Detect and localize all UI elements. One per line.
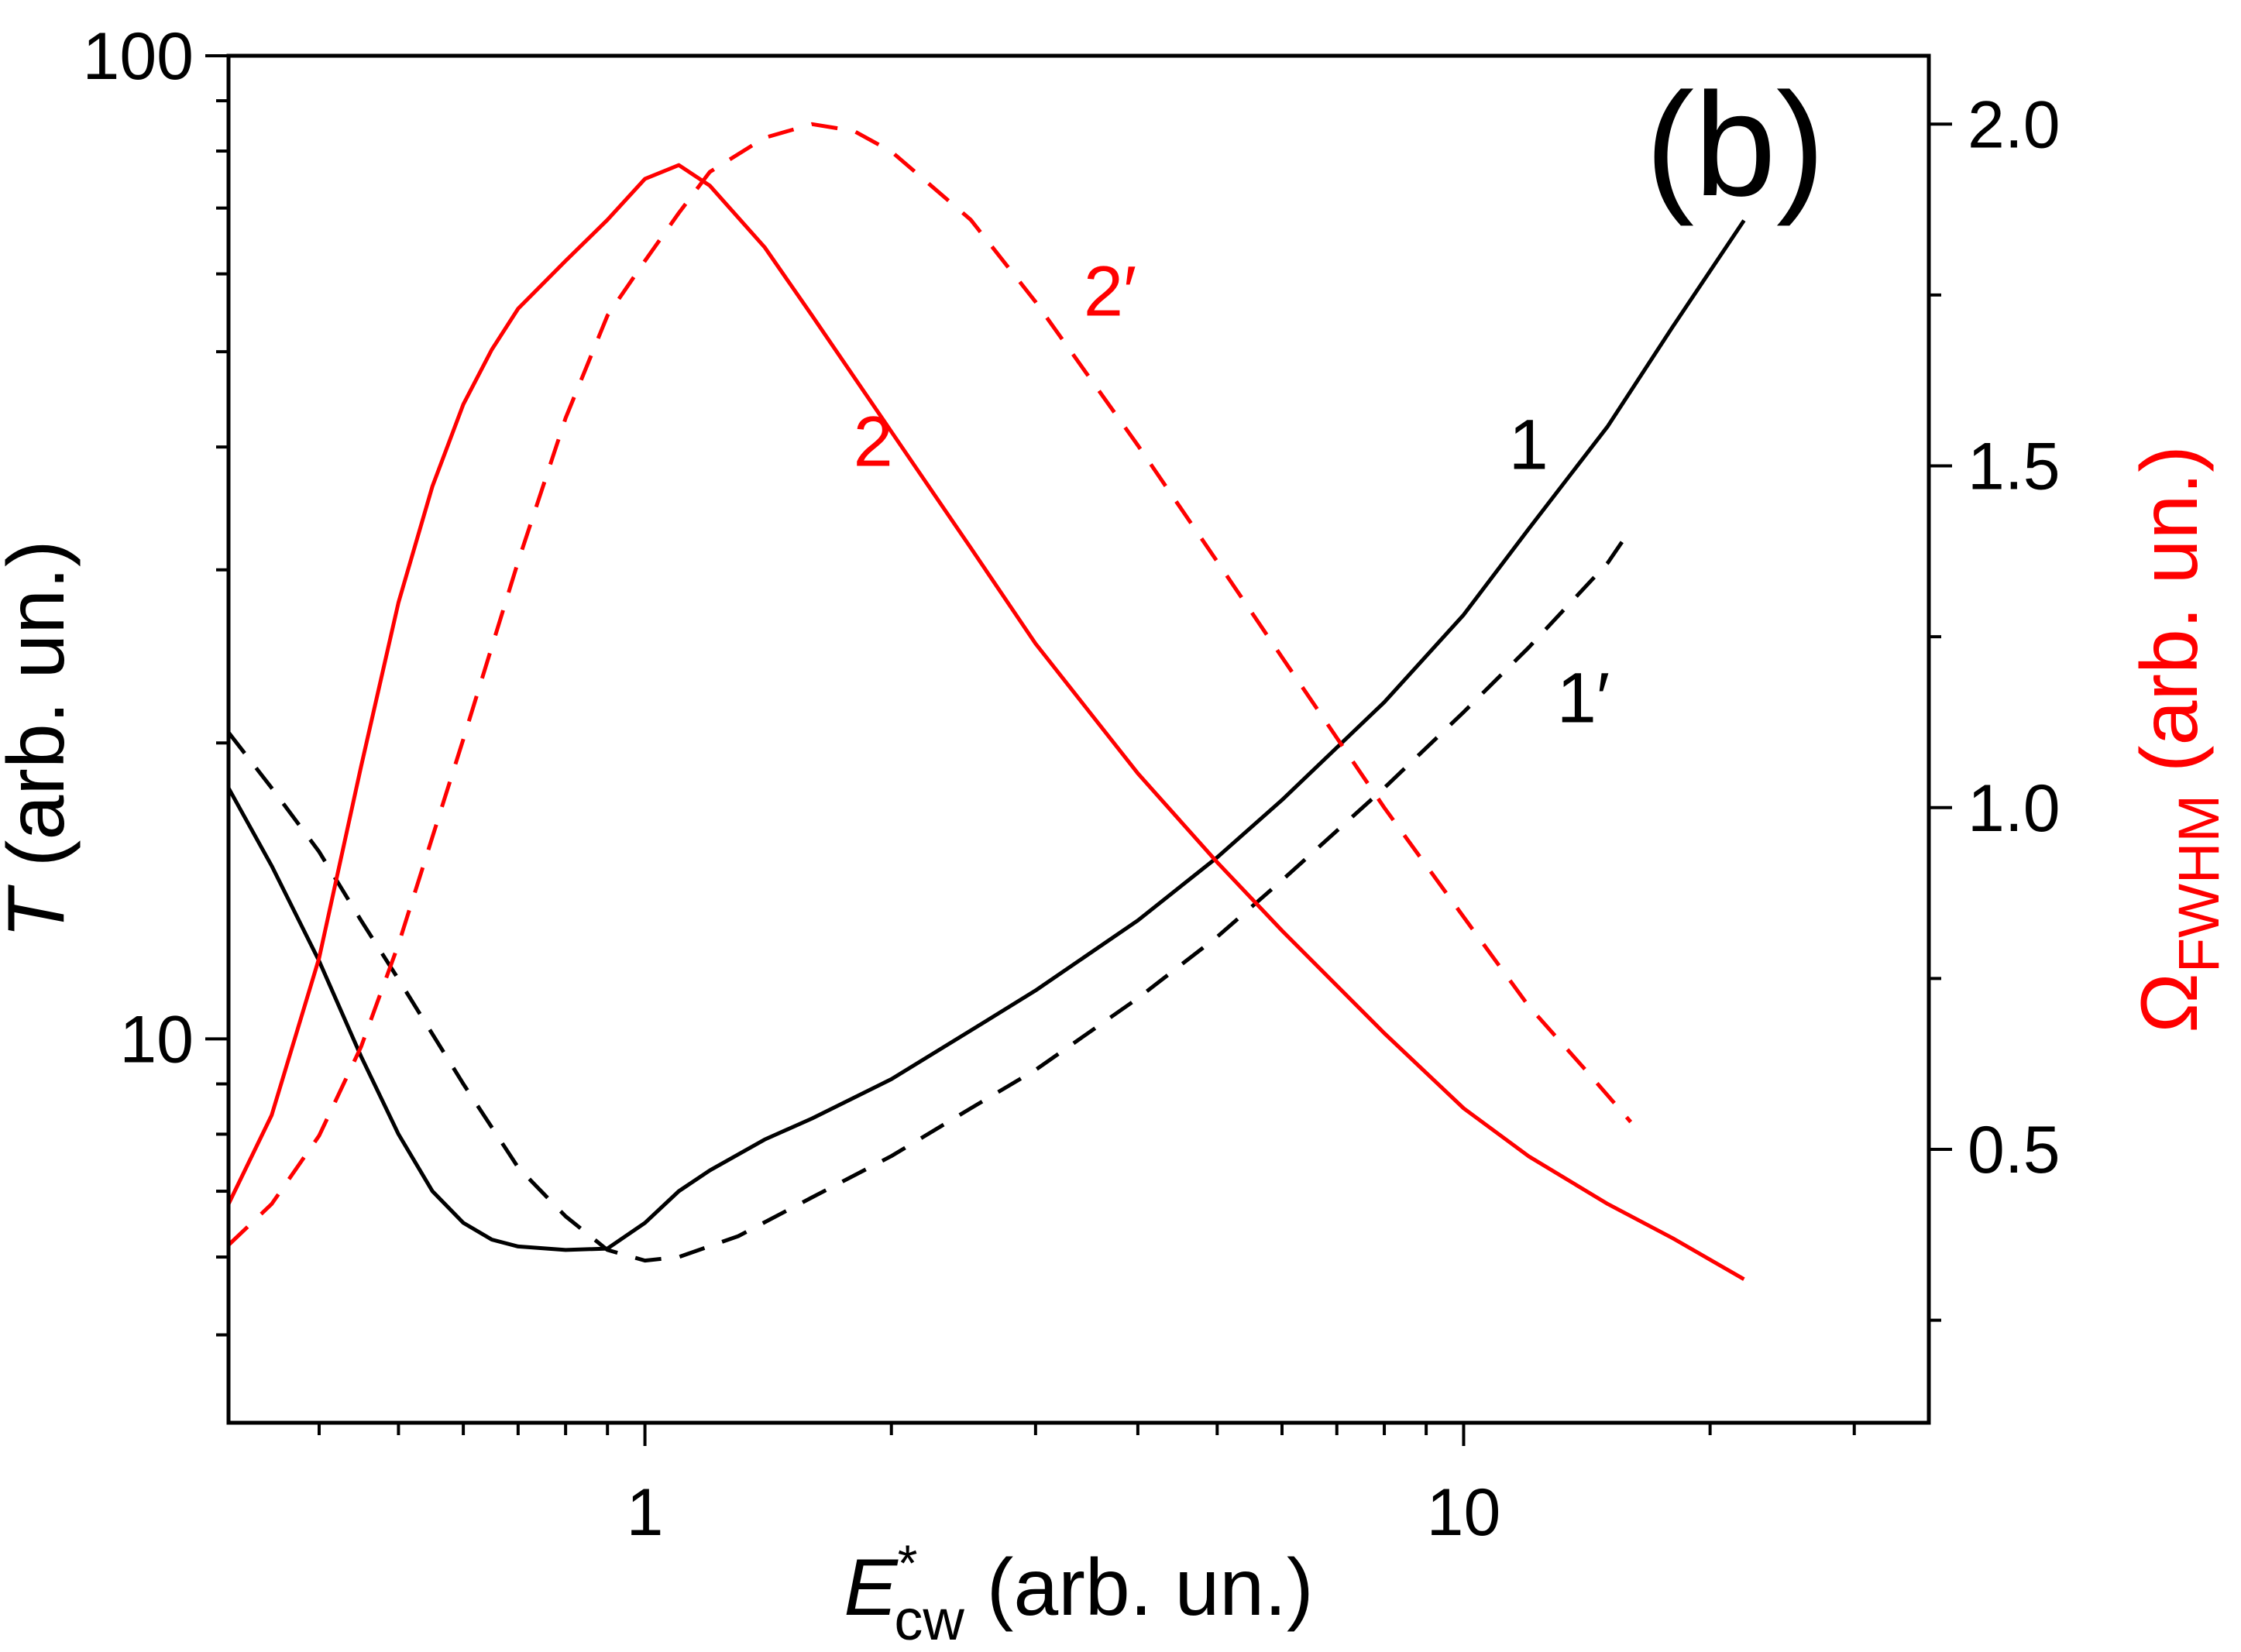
y-left-axis-title-main: T [0,884,81,939]
x-axis-title-sub: cw [894,1588,964,1652]
x-tick-label: 1 [627,1475,664,1550]
x-axis-title-rest: (arb. un.) [964,1543,1314,1633]
y-left-axis-title-rest: (arb. un.) [0,540,81,889]
plot-frame [226,53,1931,1425]
panel-label: (b) [1645,63,1825,227]
y-left-tick-label: 10 [119,1002,194,1077]
y-right-axis-title-sub: FWHM [2167,795,2231,973]
y-right-tick-label: 1.5 [1968,430,2061,504]
x-axis-title-sup: * [898,1534,918,1592]
y-right-axis-title-main: Ω [2125,973,2215,1033]
tick-layer [205,54,1952,1446]
series-line-1prime [227,527,1633,1263]
x-axis-title-main: E [844,1543,899,1633]
label-layer: 1 10 10 100 0.5 1.0 1.5 2.0 1 1′ 2 2′ [83,19,2061,1550]
series-line-2prime [227,122,1633,1247]
x-tick-label: 10 [1427,1475,1501,1550]
curve-label: 1 [1509,405,1548,484]
curve-label: 1′ [1557,658,1610,737]
y-right-tick-label: 1.0 [1968,771,2061,846]
x-axis-title: E* cw (arb. un.) [844,1534,1313,1652]
y-left-tick-label: 100 [83,19,194,94]
y-right-axis-title: ΩFWHM (arb. un.) [2125,445,2231,1033]
y-right-axis-title-rest: (arb. un.) [2125,445,2215,795]
curve-label: 2 [854,403,893,482]
y-left-axis-title: T (arb. un.) [0,540,81,938]
curve-label: 2′ [1084,252,1136,331]
y-right-tick-label: 2.0 [1968,88,2061,162]
series-layer [226,122,1746,1281]
series-line-2 [226,163,1745,1281]
series-line-1 [226,219,1746,1252]
y-right-tick-label: 0.5 [1968,1113,2061,1187]
